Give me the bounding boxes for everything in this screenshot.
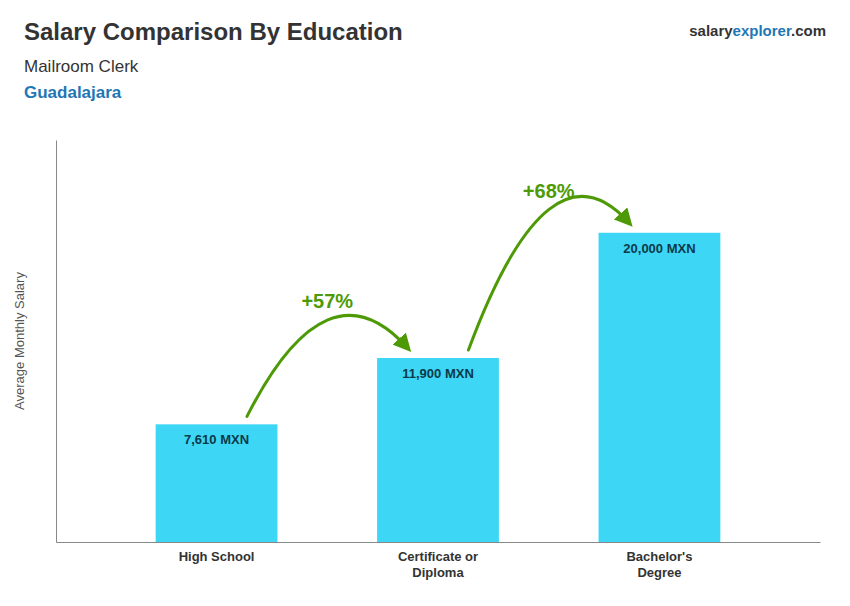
annotation-label: +57%	[301, 290, 353, 312]
axis-line	[56, 141, 57, 543]
subtitle: Mailroom Clerk	[24, 57, 139, 76]
tick: Bachelor'sDegree	[626, 549, 692, 580]
tick-label-line: Bachelor's	[626, 549, 692, 564]
tick: High School	[179, 549, 255, 564]
brand-part: .com	[791, 22, 826, 39]
tick-label-line: Certificate or	[398, 549, 478, 564]
annotation-arrow	[468, 196, 629, 350]
data-label: 11,900 MXN	[402, 366, 474, 381]
tick-label-line: Diploma	[412, 565, 464, 580]
annotation-arrow	[247, 315, 408, 416]
data-labels: 7,610 MXN 11,900 MXN 20,000 MXN	[184, 241, 696, 448]
subtitle: Guadalajara	[24, 83, 122, 102]
brand: salaryexplorer.com	[689, 22, 826, 39]
chart-svg: Salary Comparison By Education Mailroom C…	[0, 0, 850, 606]
tick-label-line: Degree	[637, 565, 681, 580]
bar	[156, 424, 278, 542]
annotation-label: +68%	[523, 180, 575, 202]
title: Salary Comparison By Education	[24, 18, 403, 45]
data-label: 20,000 MXN	[623, 241, 695, 256]
brand-part: salary	[689, 22, 733, 39]
tick-label: Certificate orDiploma	[398, 549, 478, 580]
data-label: 7,610 MXN	[184, 432, 249, 447]
y-axis-label: Average Monthly Salary	[12, 272, 27, 410]
x-axis: High School Certificate orDiploma Bachelor…	[57, 543, 821, 580]
axis-line	[57, 542, 821, 543]
bar	[599, 233, 721, 542]
tick-label: Bachelor'sDegree	[626, 549, 692, 580]
chart-container: Salary Comparison By Education Mailroom C…	[0, 0, 850, 606]
y-axis	[56, 141, 57, 543]
plot-area	[156, 233, 721, 542]
tick: Certificate orDiploma	[398, 549, 478, 580]
tick-label-line: High School	[179, 549, 255, 564]
tick-label: High School	[179, 549, 255, 564]
annotations: +57% +68%	[247, 180, 629, 417]
bar	[377, 358, 499, 542]
brand-part: explorer	[733, 22, 792, 39]
